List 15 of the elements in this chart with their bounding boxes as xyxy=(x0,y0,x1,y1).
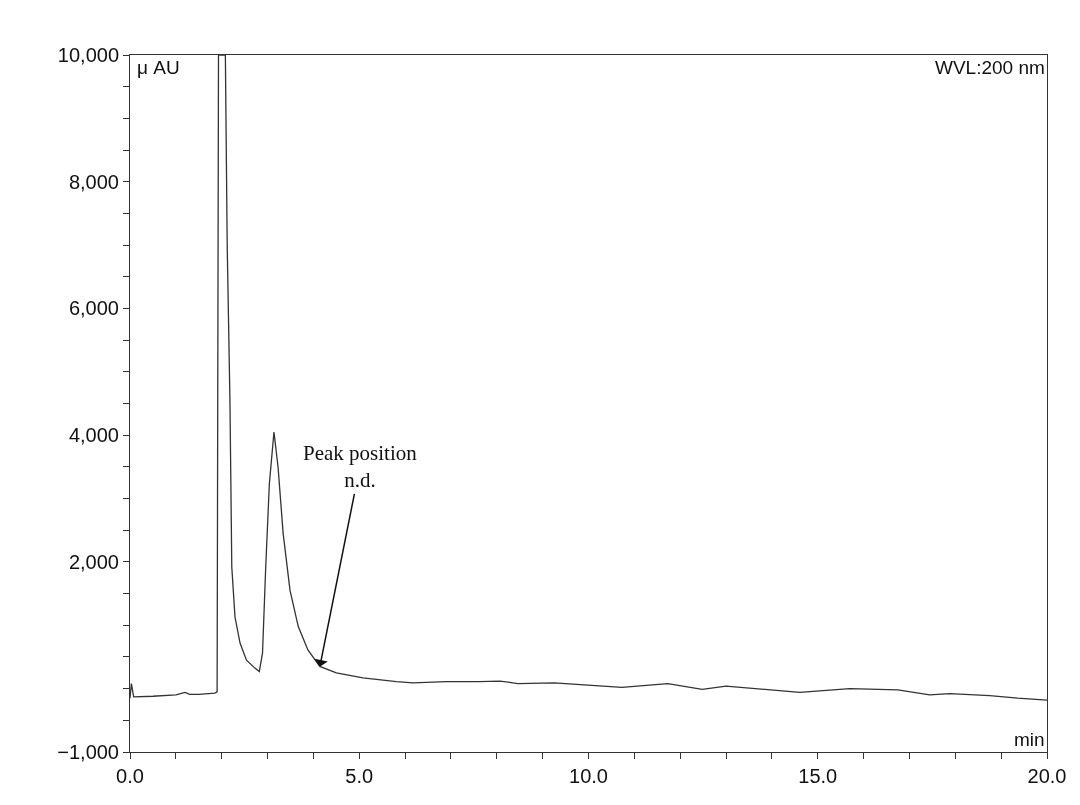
x-tick-label: 0.0 xyxy=(116,765,144,787)
x-tick-label: 10.0 xyxy=(569,765,608,787)
y-tick-label: 8,000 xyxy=(68,170,119,193)
y-tick-label: 4,000 xyxy=(68,424,119,447)
y-axis-title: μ AU xyxy=(137,57,180,78)
x-tick-label: 20.0 xyxy=(1027,765,1067,787)
annotation: Peak position n.d. xyxy=(303,441,418,493)
y-tick-label: 6,000 xyxy=(68,297,119,320)
y-tick-label: −1,000 xyxy=(57,741,119,763)
annotation: WVL:200 nm xyxy=(935,57,1045,78)
x-axis-title: min xyxy=(1014,729,1045,750)
x-tick-label: 5.0 xyxy=(345,765,374,787)
y-tick-label: 2,000 xyxy=(68,550,119,573)
x-tick-label: 15.0 xyxy=(798,765,838,787)
y-tick-label: 10,000 xyxy=(57,44,119,66)
